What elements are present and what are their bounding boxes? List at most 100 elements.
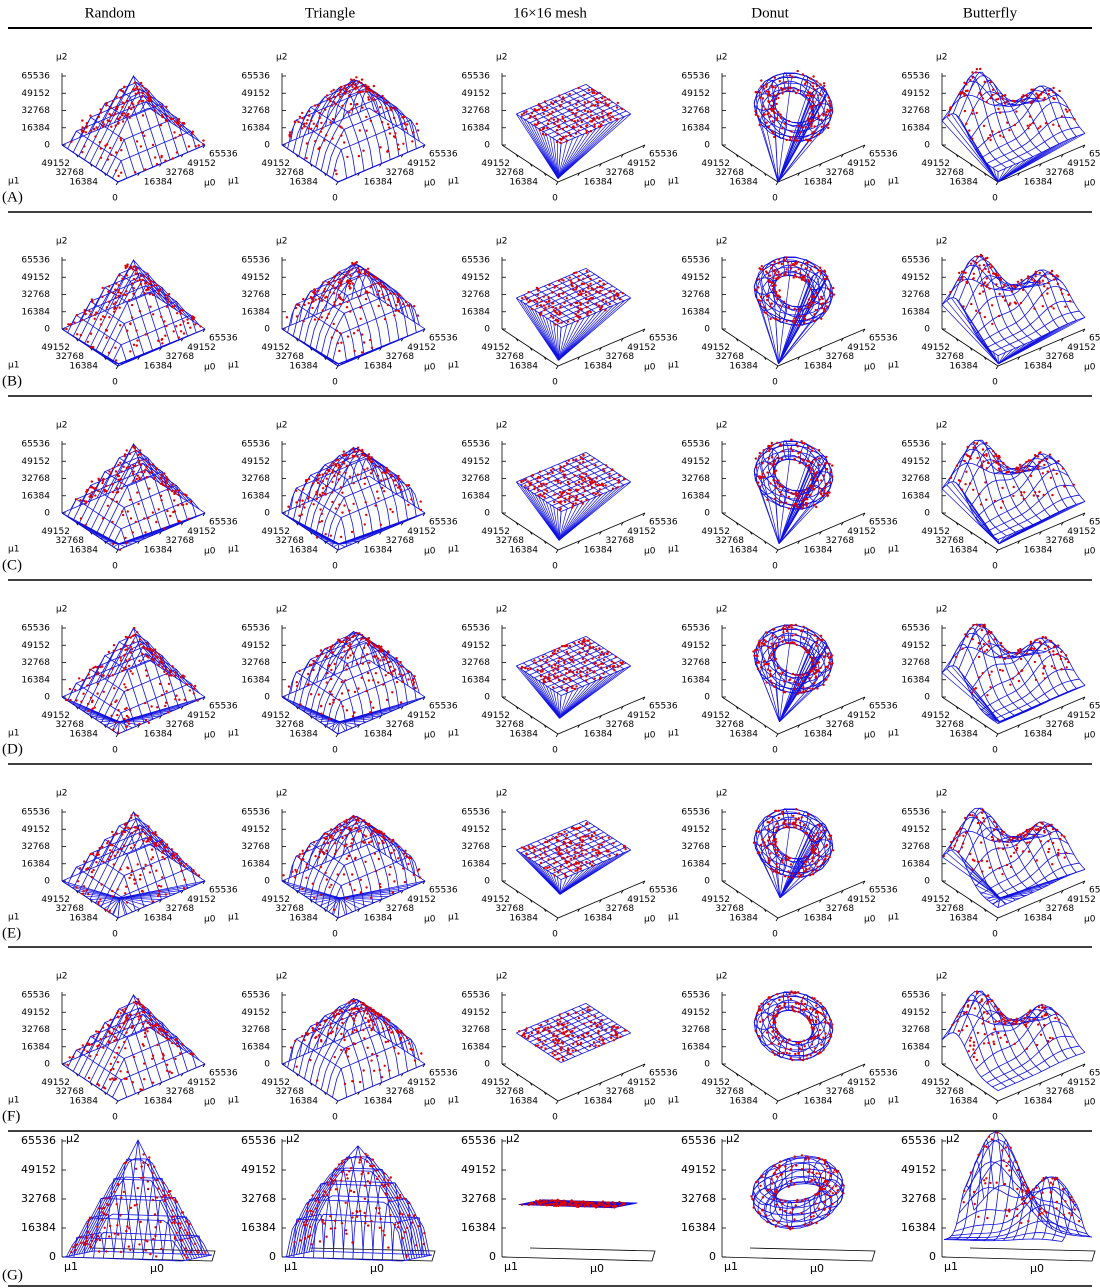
sample-point <box>385 657 387 659</box>
sample-point <box>590 130 592 132</box>
sample-point <box>554 874 556 876</box>
sample-point <box>288 134 290 136</box>
sample-point <box>368 99 370 101</box>
sample-point <box>349 643 351 645</box>
sample-point <box>328 886 330 888</box>
sample-point <box>299 1239 301 1241</box>
sample-point <box>110 703 112 705</box>
sample-point <box>383 490 385 492</box>
sample-point <box>141 829 143 831</box>
sample-point <box>295 490 297 492</box>
sample-point <box>571 659 573 661</box>
sample-point <box>351 1212 353 1214</box>
sample-point <box>340 282 342 284</box>
sample-point <box>192 870 194 872</box>
sample-point <box>540 304 542 306</box>
sample-point <box>163 472 165 474</box>
z-tick-label: 16384 <box>681 123 710 133</box>
sample-point <box>90 853 92 855</box>
sample-point <box>353 79 355 81</box>
sample-point <box>319 1240 321 1242</box>
sample-point <box>321 300 323 302</box>
sample-point <box>601 651 603 653</box>
sample-point <box>595 303 597 305</box>
sample-point <box>567 1049 569 1051</box>
sample-point <box>306 119 308 121</box>
mu0-axis-label: μ0 <box>590 1262 604 1275</box>
z-tick-label: 0 <box>484 877 490 887</box>
sample-point <box>143 647 145 649</box>
sample-point <box>346 858 348 860</box>
sample-point <box>408 1202 410 1204</box>
mesh-line <box>149 844 205 881</box>
sample-point <box>544 1047 546 1049</box>
sample-point <box>338 464 340 466</box>
sample-point <box>96 853 98 855</box>
sample-point <box>563 302 565 304</box>
mesh-line <box>293 85 380 152</box>
sample-point <box>802 73 804 75</box>
sample-point <box>608 473 610 475</box>
sample-point <box>140 274 142 276</box>
sample-point <box>335 507 337 509</box>
sample-point <box>357 447 359 449</box>
sample-point <box>347 335 349 337</box>
sample-point <box>359 272 361 274</box>
sample-point <box>571 656 573 658</box>
sample-point <box>164 1200 166 1202</box>
sample-point <box>349 274 351 276</box>
sample-point <box>128 299 130 301</box>
sample-point <box>350 1167 352 1169</box>
sample-point <box>607 114 609 116</box>
mu0-tick-label: 16384 <box>144 545 173 555</box>
sample-point <box>186 1257 188 1259</box>
sample-point <box>548 296 550 298</box>
sample-point <box>594 481 596 483</box>
sample-point <box>331 834 333 836</box>
sample-point <box>118 284 120 286</box>
sample-point <box>143 1078 145 1080</box>
sample-point <box>538 1027 540 1029</box>
sample-point <box>326 672 328 674</box>
mu0-tick-label: 16384 <box>584 913 613 923</box>
sample-point <box>315 1036 317 1038</box>
sample-point <box>578 481 580 483</box>
sample-point <box>572 459 574 461</box>
sample-point <box>152 1025 154 1027</box>
sample-point <box>123 1041 125 1043</box>
sample-point <box>130 814 132 816</box>
sample-point <box>150 705 152 707</box>
sample-point <box>399 661 401 663</box>
sample-point <box>87 1231 89 1233</box>
sample-point <box>333 908 335 910</box>
sample-point <box>548 305 550 307</box>
sample-point <box>197 699 199 701</box>
sample-point <box>776 103 778 105</box>
sample-point <box>544 109 546 111</box>
sample-point <box>564 501 566 503</box>
sample-point <box>400 701 402 703</box>
sample-point <box>591 120 593 122</box>
sample-point <box>542 128 544 130</box>
mu0-tick-label: 49152 <box>187 711 216 721</box>
sample-point <box>551 1052 553 1054</box>
sample-point <box>553 123 555 125</box>
sample-point <box>364 1153 366 1155</box>
sample-point <box>121 470 123 472</box>
sample-point <box>130 670 132 672</box>
sample-point <box>533 299 535 301</box>
sample-point <box>132 531 134 533</box>
sample-point <box>350 1190 352 1192</box>
sample-point <box>568 500 570 502</box>
sample-point <box>135 521 137 523</box>
sample-point <box>538 1039 540 1041</box>
sample-point <box>117 123 119 125</box>
sample-point <box>331 472 333 474</box>
sample-point <box>320 713 322 715</box>
sample-point <box>343 141 345 143</box>
sample-point <box>755 114 757 116</box>
sample-point <box>171 1197 173 1199</box>
sample-point <box>373 655 375 657</box>
sample-point <box>355 103 357 105</box>
sample-point <box>323 833 325 835</box>
